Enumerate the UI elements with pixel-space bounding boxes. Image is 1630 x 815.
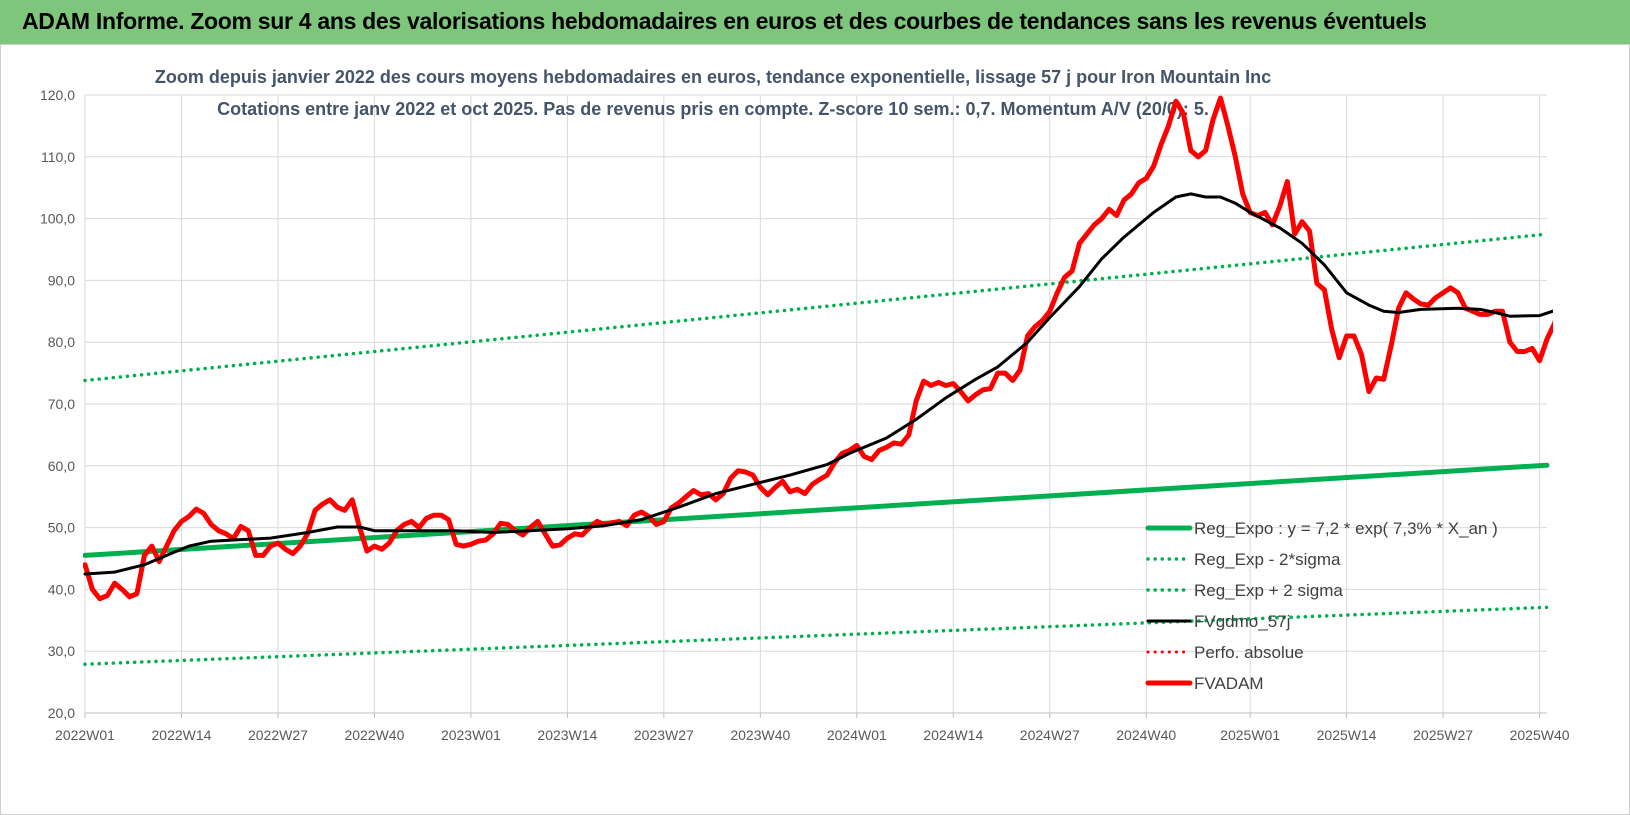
legend-label-4: FVgdmo_57j <box>1194 612 1290 631</box>
x-tick-label: 2025W14 <box>1317 727 1377 743</box>
y-tick-label: 30,0 <box>48 643 75 659</box>
legend-label-3: Reg_Exp + 2 sigma <box>1194 581 1343 600</box>
line-chart: Zoom depuis janvier 2022 des cours moyen… <box>40 67 1570 743</box>
y-tick-label: 90,0 <box>48 272 75 288</box>
x-tick-label: 2023W40 <box>730 727 790 743</box>
series-line-4 <box>83 192 1553 576</box>
series-line-6 <box>83 95 1553 602</box>
series-line-2 <box>83 605 1549 666</box>
report-banner: ADAM Informe. Zoom sur 4 ans des valoris… <box>0 0 1630 45</box>
x-tick-label: 2024W27 <box>1020 727 1080 743</box>
x-axis: 2022W01 2022W14 2022W27 2022W40 2023W01 2023W… <box>55 712 1570 743</box>
x-tick-label: 2022W01 <box>55 727 115 743</box>
series-lines <box>83 95 1553 666</box>
x-tick-label: 2022W14 <box>152 727 212 743</box>
y-tick-label: 80,0 <box>48 334 75 350</box>
y-tick-label: 40,0 <box>48 581 75 597</box>
series-line-1 <box>83 462 1550 558</box>
legend: Reg_Expo : y = 7,2 * exp( 7,3% * X_an ) R… <box>1145 519 1498 693</box>
chart-frame: Zoom depuis janvier 2022 des cours moyen… <box>0 44 1630 815</box>
legend-label-1: Reg_Expo : y = 7,2 * exp( 7,3% * X_an ) <box>1194 519 1498 538</box>
y-tick-label: 100,0 <box>40 211 75 227</box>
chart-title-line-1: Zoom depuis janvier 2022 des cours moyen… <box>155 67 1271 87</box>
x-tick-label: 2022W40 <box>344 727 404 743</box>
x-tick-label: 2023W27 <box>634 727 694 743</box>
y-tick-label: 70,0 <box>48 396 75 412</box>
x-tick-label: 2023W01 <box>441 727 501 743</box>
chart-title: Zoom depuis janvier 2022 des cours moyen… <box>155 67 1271 119</box>
y-tick-label: 60,0 <box>48 458 75 474</box>
y-tick-label: 120,0 <box>40 87 75 103</box>
y-tick-label: 20,0 <box>48 705 75 721</box>
x-tick-label: 2024W14 <box>923 727 983 743</box>
x-tick-label: 2024W01 <box>827 727 887 743</box>
x-tick-label: 2025W01 <box>1220 727 1280 743</box>
gridlines <box>84 94 1547 714</box>
x-tick-label: 2025W27 <box>1413 727 1473 743</box>
y-tick-label: 110,0 <box>41 149 75 165</box>
x-tick-label: 2025W40 <box>1510 727 1570 743</box>
legend-label-5: Perfo. absolue <box>1194 643 1304 662</box>
y-tick-label: 50,0 <box>48 520 75 536</box>
y-axis: 20,0 30,0 40,0 50,0 60,0 70,0 80,0 90,0 100,0 110… <box>40 87 75 721</box>
legend-label-2: Reg_Exp - 2*sigma <box>1194 550 1341 569</box>
x-tick-label: 2022W27 <box>248 727 308 743</box>
report-title: ADAM Informe. Zoom sur 4 ans des valoris… <box>22 8 1427 34</box>
chart-title-line-2: Cotations entre janv 2022 et oct 2025. P… <box>217 99 1209 119</box>
x-tick-label: 2024W40 <box>1116 727 1176 743</box>
legend-label-6: FVADAM <box>1194 674 1264 693</box>
x-tick-label: 2023W14 <box>537 727 597 743</box>
